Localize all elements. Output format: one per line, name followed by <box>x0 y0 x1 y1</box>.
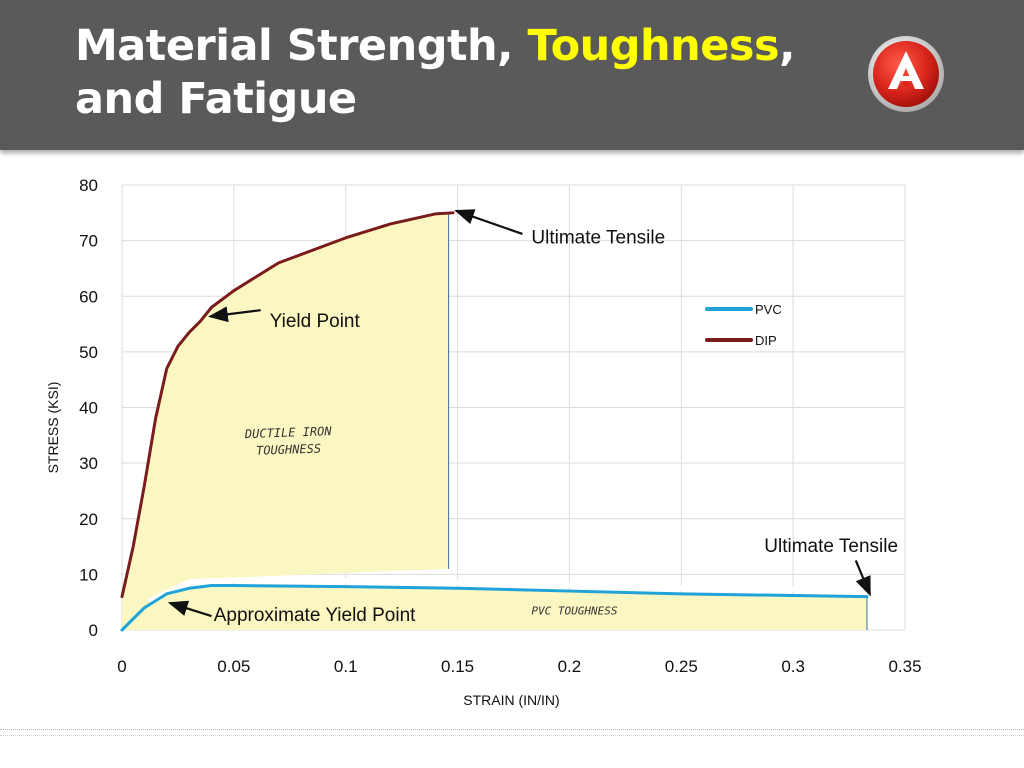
x-tick-label: 0.3 <box>781 657 805 676</box>
chart-ticks: 0 0.05 0.1 0.15 0.2 0.25 0.3 0.35 0 10 20 30 40 50 60 7… <box>45 176 922 708</box>
ductile-iron-toughness-label-line1: DUCTILE IRON <box>244 424 333 441</box>
annotation-label: Approximate Yield Point <box>214 605 416 626</box>
ductile-iron-toughness-label-line2: TOUGHNESS <box>256 442 321 458</box>
title-text-part1: Material Strength, <box>75 21 528 71</box>
x-tick-label: 0.15 <box>441 657 474 676</box>
y-tick-label: 20 <box>79 510 98 529</box>
title-bar: Material Strength, Toughness, and Fatigu… <box>0 0 1024 150</box>
y-tick-label: 60 <box>79 287 98 306</box>
footer-divider <box>0 729 1024 730</box>
x-tick-label: 0.25 <box>665 657 698 676</box>
y-tick-label: 40 <box>79 399 98 418</box>
chart-legend: PVC DIP <box>705 302 782 348</box>
y-tick-label: 10 <box>79 565 98 584</box>
annotation-arrow <box>208 306 261 323</box>
title-text-line2: and Fatigue <box>75 74 357 124</box>
ductile-iron-toughness-area <box>122 213 449 630</box>
title-highlight-word: Toughness <box>527 21 780 71</box>
annotation-label: Ultimate Tensile <box>531 227 665 248</box>
x-axis-label: STRAIN (IN/IN) <box>463 692 559 708</box>
y-tick-label: 80 <box>79 176 98 195</box>
annotation-arrow <box>454 209 523 235</box>
y-tick-label: 70 <box>79 232 98 251</box>
legend-label: PVC <box>755 302 782 317</box>
x-tick-label: 0 <box>117 657 126 676</box>
x-tick-label: 0.05 <box>217 657 250 676</box>
annotation-arrow <box>854 560 871 597</box>
legend-label: DIP <box>755 333 777 348</box>
slide-title: Material Strength, Toughness, and Fatigu… <box>75 20 795 126</box>
y-axis-label: STRESS (KSI) <box>45 382 61 474</box>
y-tick-label: 30 <box>79 454 98 473</box>
x-tick-label: 0.2 <box>558 657 582 676</box>
series-line-dip <box>120 211 455 599</box>
company-logo-icon <box>868 36 944 112</box>
annotation-arrow <box>167 600 212 618</box>
title-text-part2: , <box>779 21 795 71</box>
pvc-toughness-label: PVC TOUGHNESS <box>531 604 617 617</box>
chart-series <box>120 211 869 632</box>
chart-annotations: Ultimate Tensile Yield Point Ultimate Tens… <box>167 209 898 626</box>
x-tick-label: 0.1 <box>334 657 358 676</box>
pvc-toughness-area <box>122 585 867 630</box>
series-line-pvc <box>120 584 869 632</box>
y-tick-label: 0 <box>89 621 98 640</box>
annotation-label: Ultimate Tensile <box>764 536 898 557</box>
pvc-curve-highlight <box>147 577 868 604</box>
x-tick-label: 0.35 <box>888 657 921 676</box>
footer-divider-secondary <box>0 735 1024 736</box>
annotation-label: Yield Point <box>270 311 361 332</box>
y-tick-label: 50 <box>79 343 98 362</box>
